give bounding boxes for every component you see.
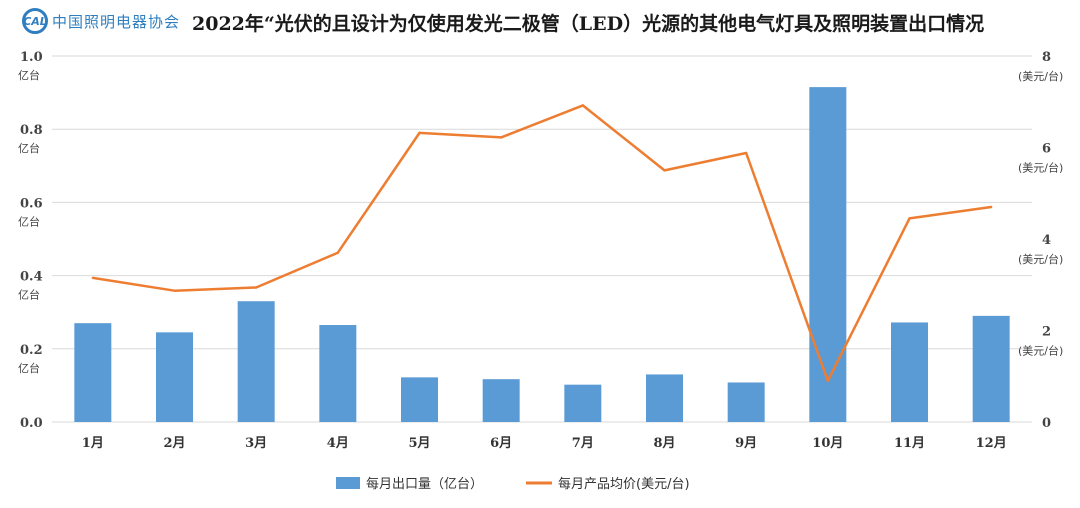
bar-10月	[809, 87, 847, 423]
x-tick-label: 12月	[976, 436, 1007, 451]
bar-12月	[972, 315, 1010, 422]
legend-bar-swatch	[336, 477, 360, 489]
left-tick-unit: 亿台	[18, 68, 40, 82]
right-tick-unit: (美元/台)	[1018, 252, 1063, 266]
price-point-8月	[663, 169, 666, 172]
price-line	[92, 104, 992, 383]
x-tick-label: 7月	[572, 436, 594, 451]
right-tick-unit: (美元/台)	[1018, 161, 1063, 175]
x-tick-label: 1月	[82, 436, 104, 451]
x-tick-label: 5月	[408, 436, 430, 451]
bar-3月	[237, 301, 275, 422]
bar-series	[74, 87, 1010, 423]
right-tick-label: 6	[1042, 142, 1051, 157]
logo-mark: CAL	[22, 8, 48, 34]
left-tick-label: 1.0	[20, 50, 43, 65]
bar-11月	[891, 322, 928, 422]
price-point-9月	[744, 151, 748, 155]
right-tick-unit: (美元/台)	[1018, 344, 1063, 358]
right-tick-label: 8	[1042, 50, 1051, 65]
chart-header: CAL 中国照明电器协会 2022年“光伏的且设计为仅使用发光二极管（LED）光…	[0, 0, 1080, 44]
bar-1月	[74, 323, 112, 422]
left-tick-label: 0.0	[20, 416, 43, 431]
left-tick-label: 0.2	[20, 343, 43, 358]
x-axis: 1月 2月 3月 4月 5月 6月 7月 8月 9月 10月 11月 12月	[82, 436, 1007, 451]
left-tick-unit: 亿台	[18, 288, 40, 302]
right-axis: 0 2 (美元/台) 4 (美元/台) 6 (美元/台) 8 (美元/台)	[1018, 50, 1063, 431]
right-tick-unit: (美元/台)	[1018, 69, 1063, 83]
right-tick-label: 2	[1042, 325, 1051, 340]
x-tick-label: 4月	[327, 436, 349, 451]
grid-lines	[52, 55, 1032, 423]
price-point-3月	[254, 286, 258, 289]
left-tick-label: 0.6	[20, 196, 43, 211]
price-point-12月	[989, 205, 993, 209]
bar-2月	[156, 332, 193, 422]
left-tick-label: 0.8	[20, 123, 43, 138]
left-tick-unit: 亿台	[18, 214, 40, 228]
price-point-6月	[499, 136, 503, 139]
left-tick-label: 0.4	[20, 270, 43, 285]
bar-6月	[482, 379, 520, 422]
x-tick-label: 2月	[163, 436, 185, 451]
x-tick-label: 9月	[735, 436, 757, 451]
x-tick-label: 6月	[490, 436, 512, 451]
left-tick-unit: 亿台	[18, 361, 40, 375]
price-point-1月	[91, 276, 95, 280]
x-tick-label: 11月	[894, 436, 925, 451]
legend: 每月出口量（亿台） 每月产品均价(美元/台)	[336, 476, 690, 492]
x-tick-label: 10月	[812, 436, 843, 451]
bar-7月	[564, 384, 602, 422]
right-tick-label: 4	[1042, 233, 1051, 248]
left-tick-unit: 亿台	[18, 141, 40, 155]
left-axis: 0.0 0.2 亿台 0.4 亿台 0.6 亿台 0.8 亿台 1.0 亿台	[18, 50, 43, 431]
association-logo: CAL 中国照明电器协会	[22, 8, 180, 34]
x-tick-label: 8月	[653, 436, 675, 451]
x-tick-label: 3月	[245, 436, 267, 451]
logo-name: 中国照明电器协会	[52, 12, 181, 31]
price-point-7月	[581, 104, 585, 107]
bar-9月	[727, 382, 765, 422]
price-point-4月	[336, 251, 340, 254]
bar-8月	[646, 374, 683, 422]
bar-5月	[401, 377, 438, 422]
line-series	[91, 104, 993, 383]
right-tick-label: 0	[1042, 416, 1051, 431]
price-point-11月	[908, 217, 911, 220]
price-point-10月	[826, 379, 830, 383]
price-point-2月	[173, 289, 176, 292]
chart-title: 2022年“光伏的且设计为仅使用发光二极管（LED）光源的其他电气灯具及照明装置…	[192, 13, 985, 35]
legend-line-label: 每月产品均价(美元/台)	[558, 476, 690, 492]
bar-4月	[319, 325, 357, 422]
price-point-5月	[418, 131, 421, 135]
legend-bar-label: 每月出口量（亿台）	[366, 476, 483, 492]
